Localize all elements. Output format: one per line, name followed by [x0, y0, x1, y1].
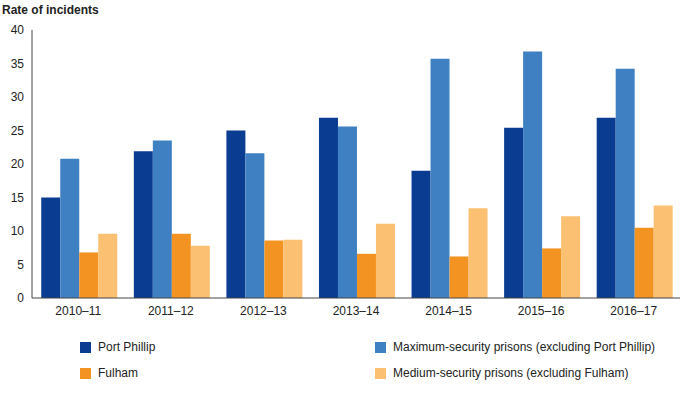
svg-text:35: 35 [11, 57, 25, 71]
svg-text:2013–14: 2013–14 [333, 304, 380, 318]
svg-text:2016–17: 2016–17 [610, 304, 657, 318]
svg-text:15: 15 [11, 191, 25, 205]
svg-text:2014–15: 2014–15 [425, 304, 472, 318]
svg-text:10: 10 [11, 224, 25, 238]
svg-text:0: 0 [17, 291, 24, 305]
svg-text:2010–11: 2010–11 [55, 304, 101, 318]
html-text:Maximum-security prisons (excl: Maximum-security prisons (excluding Port… [393, 340, 656, 354]
svg-text:5: 5 [17, 258, 24, 272]
svg-text:40: 40 [11, 23, 25, 37]
svg-text:30: 30 [11, 90, 25, 104]
svg-text:2012–13: 2012–13 [240, 304, 287, 318]
html-text:Rate of incidents: Rate of incidents [2, 3, 99, 17]
html-text:Port Phillip: Port Phillip [98, 340, 156, 354]
svg-text:2015–16: 2015–16 [518, 304, 565, 318]
html-text:Medium-security prisons (exclu: Medium-security prisons (excluding Fulha… [393, 366, 629, 380]
svg-text:20: 20 [11, 157, 25, 171]
svg-text:2011–12: 2011–12 [148, 304, 194, 318]
svg-text:25: 25 [11, 124, 25, 138]
html-text:Fulham: Fulham [98, 366, 138, 380]
